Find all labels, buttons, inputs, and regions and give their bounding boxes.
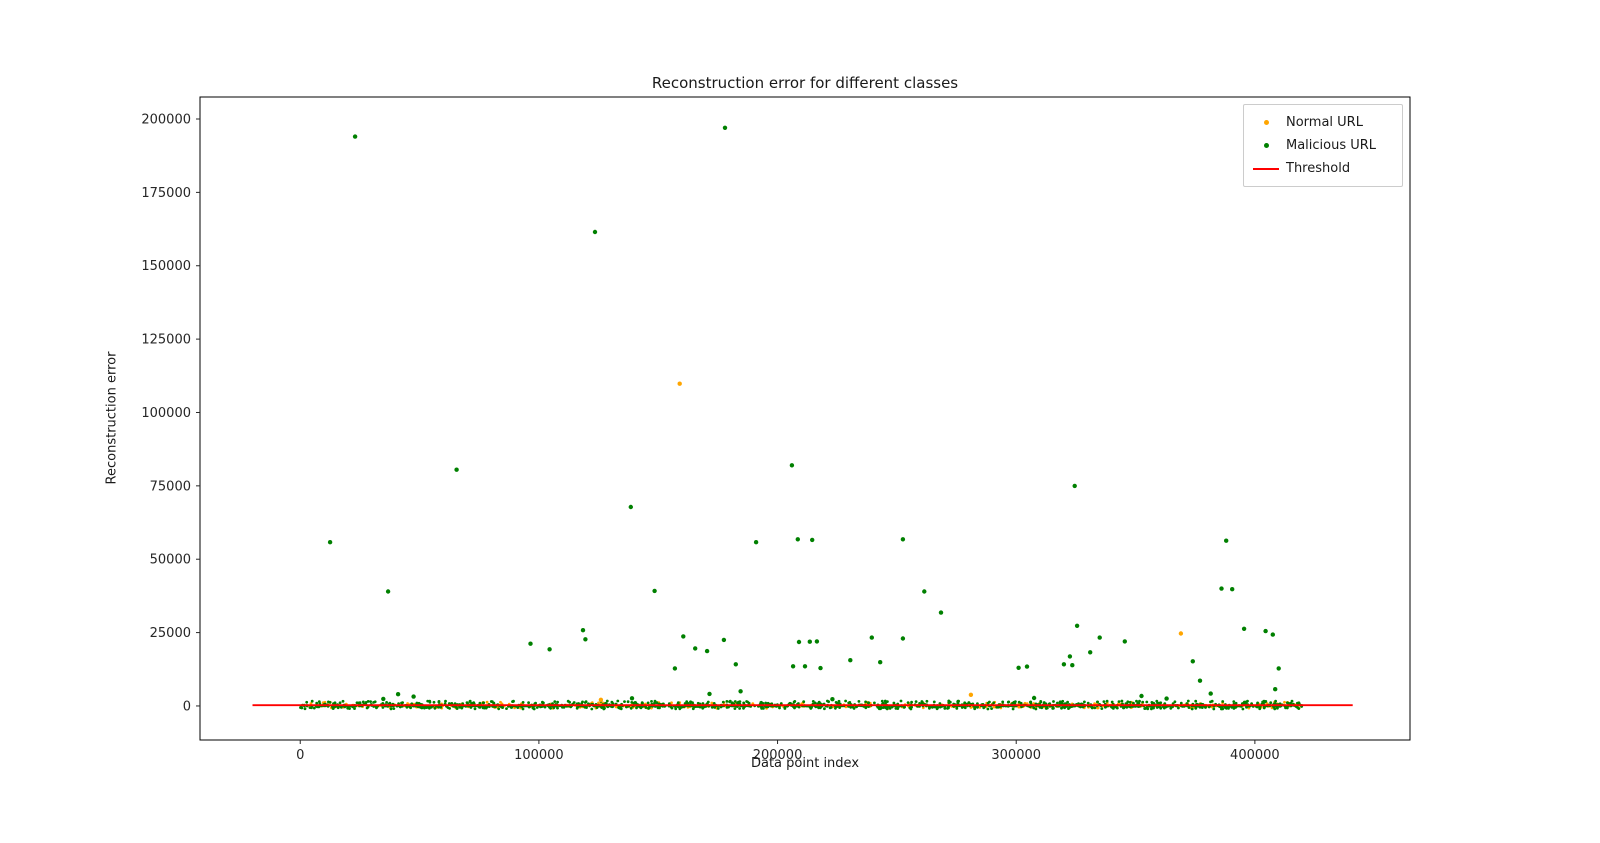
malicious-url-marker-icon xyxy=(1252,143,1280,148)
legend-label-normal-url: Normal URL xyxy=(1286,115,1363,130)
legend-item-normal-url: Normal URL xyxy=(1252,111,1392,134)
svg-text:175000: 175000 xyxy=(141,186,191,201)
svg-text:150000: 150000 xyxy=(141,259,191,274)
svg-text:0: 0 xyxy=(296,748,304,763)
svg-text:200000: 200000 xyxy=(753,748,803,763)
svg-text:100000: 100000 xyxy=(514,748,564,763)
red-line-icon xyxy=(1253,167,1279,170)
svg-text:300000: 300000 xyxy=(991,748,1041,763)
orange-dot-icon xyxy=(1263,120,1269,125)
svg-text:400000: 400000 xyxy=(1230,748,1280,763)
green-dot-icon xyxy=(1263,143,1269,148)
svg-text:125000: 125000 xyxy=(141,333,191,348)
svg-text:200000: 200000 xyxy=(141,113,191,128)
legend: Normal URL Malicious URL Threshold xyxy=(1243,104,1403,187)
svg-text:75000: 75000 xyxy=(150,479,191,494)
svg-text:100000: 100000 xyxy=(141,406,191,421)
chart-title: Reconstruction error for different class… xyxy=(651,74,959,92)
y-axis-label: Reconstruction error xyxy=(104,351,120,485)
svg-text:50000: 50000 xyxy=(150,553,191,568)
svg-text:25000: 25000 xyxy=(150,626,191,641)
legend-item-malicious-url: Malicious URL xyxy=(1252,134,1392,157)
legend-label-threshold: Threshold xyxy=(1286,161,1351,176)
svg-text:0: 0 xyxy=(183,699,191,714)
legend-item-threshold: Threshold xyxy=(1252,157,1392,180)
legend-label-malicious-url: Malicious URL xyxy=(1286,138,1377,153)
normal-url-marker-icon xyxy=(1252,120,1280,125)
x-axis-label: Data point index xyxy=(750,756,860,771)
threshold-marker-icon xyxy=(1252,167,1280,170)
